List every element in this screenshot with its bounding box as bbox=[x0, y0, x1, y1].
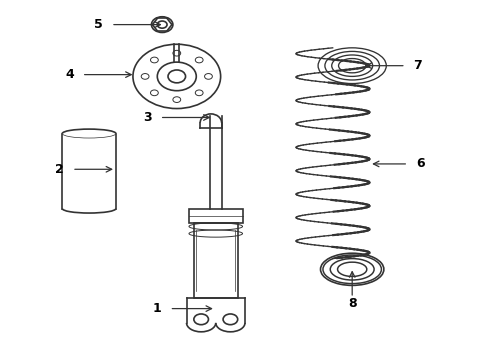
Text: 2: 2 bbox=[55, 163, 64, 176]
Text: 3: 3 bbox=[143, 111, 152, 124]
Text: 7: 7 bbox=[414, 59, 422, 72]
Bar bbox=[189, 208, 243, 223]
Bar bbox=[194, 223, 238, 298]
Text: 1: 1 bbox=[153, 302, 162, 315]
Text: 6: 6 bbox=[416, 157, 425, 170]
Text: 5: 5 bbox=[95, 18, 103, 31]
Text: 8: 8 bbox=[348, 297, 357, 310]
Text: 4: 4 bbox=[65, 68, 74, 81]
